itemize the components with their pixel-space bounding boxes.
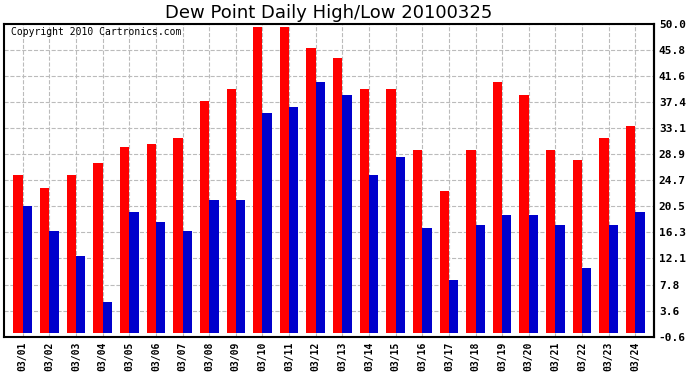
Bar [342, 95, 352, 333]
Bar [226, 88, 236, 333]
Bar [369, 175, 378, 333]
Bar [156, 222, 166, 333]
Bar [600, 138, 609, 333]
Bar [14, 175, 23, 333]
Bar [413, 150, 422, 333]
Bar [183, 231, 192, 333]
Bar [280, 27, 289, 333]
Bar [520, 95, 529, 333]
Bar [449, 280, 458, 333]
Bar [173, 138, 183, 333]
Bar [529, 215, 538, 333]
Bar [582, 268, 591, 333]
Bar [67, 175, 76, 333]
Title: Dew Point Daily High/Low 20100325: Dew Point Daily High/Low 20100325 [166, 4, 493, 22]
Bar [546, 150, 555, 333]
Text: Copyright 2010 Cartronics.com: Copyright 2010 Cartronics.com [10, 27, 181, 37]
Bar [422, 228, 432, 333]
Bar [555, 225, 564, 333]
Bar [635, 212, 644, 333]
Bar [316, 82, 325, 333]
Bar [129, 212, 139, 333]
Bar [262, 113, 272, 333]
Bar [386, 88, 395, 333]
Bar [466, 150, 475, 333]
Bar [395, 157, 405, 333]
Bar [475, 225, 485, 333]
Bar [333, 58, 342, 333]
Bar [573, 160, 582, 333]
Bar [93, 163, 103, 333]
Bar [23, 206, 32, 333]
Bar [120, 147, 129, 333]
Bar [609, 225, 618, 333]
Bar [209, 200, 219, 333]
Bar [147, 144, 156, 333]
Bar [440, 190, 449, 333]
Bar [493, 82, 502, 333]
Bar [76, 256, 86, 333]
Bar [626, 126, 635, 333]
Bar [103, 302, 112, 333]
Bar [289, 107, 299, 333]
Bar [200, 101, 209, 333]
Bar [236, 200, 245, 333]
Bar [306, 48, 316, 333]
Bar [50, 231, 59, 333]
Bar [359, 88, 369, 333]
Bar [40, 188, 50, 333]
Bar [502, 215, 511, 333]
Bar [253, 27, 262, 333]
